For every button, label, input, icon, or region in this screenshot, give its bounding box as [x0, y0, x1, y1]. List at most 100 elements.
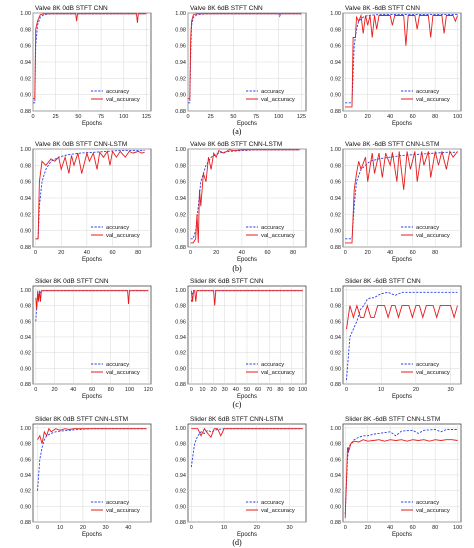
x-tick-label: 0	[31, 114, 34, 120]
y-tick-label: 0.98	[330, 163, 341, 169]
x-axis-label: Epochs	[82, 121, 102, 127]
subplot-11: Slider 8K 6dB STFT CNN-LSTM 0.88 0.90 0.92 0…	[175, 416, 307, 538]
x-tick-label: 30	[287, 525, 293, 531]
legend-label-accuracy: accuracy	[261, 225, 284, 231]
y-tick-label: 0.88	[20, 109, 31, 115]
x-tick-label: 20	[51, 387, 57, 393]
y-tick-label: 0.94	[175, 473, 186, 479]
x-axis-label: Epochs	[392, 394, 412, 400]
subplot-5: Valve 8K 6dB STFT CNN-LSTM 0.88 0.90 0.92 0.…	[175, 141, 307, 263]
y-tick-label: 0.96	[175, 457, 186, 463]
x-axis-label: Epochs	[237, 394, 257, 400]
y-tick-label: 1.00	[20, 288, 31, 294]
subplot-6: Valve 8K -6dB STFT CNN-LSTM 0.88 0.90 0.92 0…	[330, 141, 462, 263]
x-tick-label: 80	[277, 387, 283, 393]
y-tick-label: 0.88	[175, 245, 186, 251]
x-tick-label: 0	[34, 250, 37, 256]
x-tick-label: 0	[34, 387, 37, 393]
subplot-title: Valve 8K 6dB STFT CNN-LSTM	[190, 141, 282, 148]
x-axis-label: Epochs	[392, 121, 412, 127]
y-tick-label: 1.00	[175, 288, 186, 294]
y-tick-label: 1.00	[330, 11, 341, 17]
x-tick-label: 20	[254, 525, 260, 531]
x-tick-label: 20	[211, 387, 217, 393]
x-tick-label: 0	[190, 525, 193, 531]
y-tick-label: 0.98	[20, 304, 31, 310]
y-tick-label: 0.90	[175, 229, 186, 235]
y-tick-label: 0.92	[175, 489, 186, 495]
x-tick-label: 40	[239, 250, 245, 256]
y-tick-label: 0.94	[330, 60, 341, 66]
y-tick-label: 0.88	[20, 245, 31, 251]
subplot-title: Slider 8K 0dB STFT CNN	[35, 278, 109, 285]
x-tick-label: 0	[345, 387, 348, 393]
y-tick-label: 0.94	[20, 196, 31, 202]
x-tick-label: 40	[387, 114, 393, 120]
y-tick-label: 1.00	[175, 11, 186, 17]
legend-label-val-accuracy: val_accuracy	[416, 97, 450, 103]
y-tick-label: 0.92	[20, 212, 31, 218]
y-tick-label: 0.88	[330, 520, 341, 526]
x-tick-label: 60	[410, 250, 416, 256]
y-tick-label: 0.92	[330, 351, 341, 357]
legend-label-val-accuracy: val_accuracy	[261, 508, 295, 514]
legend-label-accuracy: accuracy	[416, 362, 439, 368]
legend-label-accuracy: accuracy	[416, 225, 439, 231]
x-tick-label: 40	[84, 250, 90, 256]
y-tick-label: 0.90	[175, 93, 186, 99]
y-tick-label: 0.94	[330, 473, 341, 479]
series-line-val-accuracy	[345, 150, 458, 244]
y-tick-label: 0.90	[20, 366, 31, 372]
y-tick-label: 0.94	[175, 335, 186, 341]
subplot-1: Valve 8K 0dB STFT CNN 0.88 0.90 0.92 0.94 0.9…	[20, 5, 152, 127]
y-tick-label: 1.00	[175, 147, 186, 153]
y-tick-label: 0.96	[175, 44, 186, 50]
x-axis-label: Epochs	[237, 532, 257, 538]
x-tick-label: 70	[266, 387, 272, 393]
y-tick-label: 0.90	[20, 504, 31, 510]
legend-label-val-accuracy: val_accuracy	[106, 233, 140, 239]
row-label-a: (a)	[233, 127, 242, 136]
series-line-accuracy	[345, 151, 458, 240]
series-line-val-accuracy	[190, 290, 303, 306]
x-tick-label: 60	[410, 525, 416, 531]
subplot-2: Valve 8K 6dB STFT CNN 0.88 0.90 0.92 0.94 0.9…	[175, 5, 307, 127]
x-tick-label: 40	[387, 525, 393, 531]
subplot-title: Valve 8K -6dB STFT CNN-LSTM	[345, 141, 439, 148]
y-tick-label: 1.00	[330, 288, 341, 294]
y-tick-label: 0.96	[175, 180, 186, 186]
y-tick-label: 0.92	[175, 76, 186, 82]
y-tick-label: 0.88	[20, 520, 31, 526]
y-tick-label: 0.98	[330, 442, 341, 448]
subplot-title: Valve 8K 6dB STFT CNN	[190, 5, 263, 12]
legend-label-val-accuracy: val_accuracy	[106, 97, 140, 103]
y-tick-label: 0.92	[20, 489, 31, 495]
x-tick-label: 50	[244, 387, 250, 393]
y-tick-label: 0.88	[20, 382, 31, 388]
subplot-title: Valve 8K 0dB STFT CNN-LSTM	[35, 141, 127, 148]
y-tick-label: 0.98	[20, 163, 31, 169]
y-tick-label: 0.98	[175, 27, 186, 33]
x-tick-label: 25	[208, 114, 214, 120]
y-tick-label: 0.98	[175, 163, 186, 169]
series-line-val-accuracy	[37, 427, 147, 444]
y-tick-label: 0.90	[330, 229, 341, 235]
y-tick-label: 0.88	[175, 109, 186, 115]
x-tick-label: 125	[297, 114, 306, 120]
subplot-7: Slider 8K 0dB STFT CNN 0.88 0.90 0.92 0.94 0.…	[20, 278, 153, 400]
subplot-10: Slider 8K 0dB STFT CNN-LSTM 0.88 0.90 0.92 0…	[20, 416, 152, 538]
y-tick-label: 0.94	[330, 196, 341, 202]
y-tick-label: 0.90	[330, 366, 341, 372]
x-tick-label: 100	[298, 387, 307, 393]
series-line-val-accuracy	[188, 13, 302, 100]
y-tick-label: 0.88	[330, 109, 341, 115]
x-tick-label: 75	[98, 114, 104, 120]
x-axis-label: Epochs	[392, 257, 412, 263]
x-tick-label: 50	[230, 114, 236, 120]
y-tick-label: 0.88	[330, 245, 341, 251]
legend-label-accuracy: accuracy	[106, 89, 129, 95]
x-tick-label: 20	[58, 250, 64, 256]
legend-label-accuracy: accuracy	[261, 89, 284, 95]
x-axis-label: Epochs	[392, 532, 412, 538]
